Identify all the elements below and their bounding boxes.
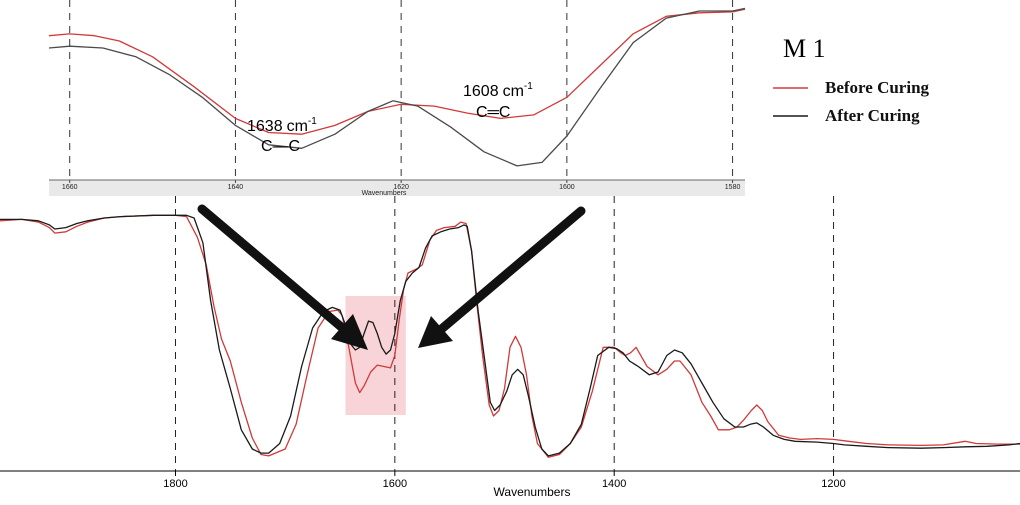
- annotation-1608-value: 1608: [463, 83, 499, 100]
- zoom-inset-plot: 1660 1640 1620 1600 1580 Wavenumbers 1638 cm-…: [0, 0, 746, 197]
- main-series-lines: [0, 214, 1020, 458]
- arrow-right-shaft: [433, 206, 586, 337]
- annotation-1638-value: 1638: [247, 118, 283, 135]
- main-x-axis-label: Wavenumbers: [494, 485, 571, 499]
- legend-label-after-curing: After Curing: [825, 106, 920, 125]
- inset-x-ticks: 1660 1640 1620 1600 1580: [62, 180, 741, 191]
- annotation-1608-sup: -1: [524, 81, 533, 92]
- annotation-1638-wavenumber: 1638 cm-1: [247, 116, 317, 135]
- annotation-1638-unit: cm: [287, 118, 308, 135]
- legend-label-before-curing: Before Curing: [825, 78, 930, 97]
- arrow-left-head: [331, 314, 368, 350]
- main-spectrum-plot: 1800 1600 1400 1200 Wavenumbers: [0, 196, 1020, 499]
- peak-arrows: [197, 204, 586, 350]
- inset-x-axis-label: Wavenumbers: [362, 190, 407, 197]
- legend: Before Curing After Curing: [773, 78, 930, 125]
- inset-tick-label-1640: 1640: [228, 184, 244, 191]
- annotation-1638-bond: C—C: [261, 138, 300, 155]
- annotation-1608-bond: C═C: [476, 104, 510, 121]
- inset-series-lines: [48, 7, 746, 167]
- inset-series-after-curing: [48, 7, 746, 167]
- inset-axis-band: [49, 180, 745, 196]
- inset-tick-label-1660: 1660: [62, 184, 78, 191]
- inset-tick-label-1620: 1620: [393, 184, 409, 191]
- annotation-1608-unit: cm: [503, 83, 524, 100]
- inset-tick-label-1600: 1600: [559, 184, 575, 191]
- main-highlight-region: [345, 296, 406, 415]
- main-series-after-curing: [0, 214, 1020, 457]
- main-tick-label-1600: 1600: [383, 478, 407, 490]
- main-series-before-curing: [0, 214, 1020, 458]
- inset-tick-label-1580: 1580: [725, 184, 741, 191]
- inset-background: [0, 0, 745, 196]
- main-tick-label-1400: 1400: [602, 478, 626, 490]
- main-gridlines: [174, 196, 835, 471]
- arrow-right-head: [418, 316, 453, 348]
- annotation-1608-wavenumber: 1608 cm-1: [463, 81, 533, 100]
- inset-gridlines: [69, 0, 734, 180]
- main-tick-label-1800: 1800: [163, 478, 187, 490]
- chart-title: M 1: [783, 34, 826, 63]
- inset-series-before-curing: [48, 8, 746, 135]
- main-tick-label-1200: 1200: [821, 478, 845, 490]
- main-x-ticks: 1800 1600 1400 1200: [163, 471, 846, 490]
- arrow-left-shaft: [197, 204, 351, 336]
- annotation-1638-sup: -1: [308, 116, 317, 127]
